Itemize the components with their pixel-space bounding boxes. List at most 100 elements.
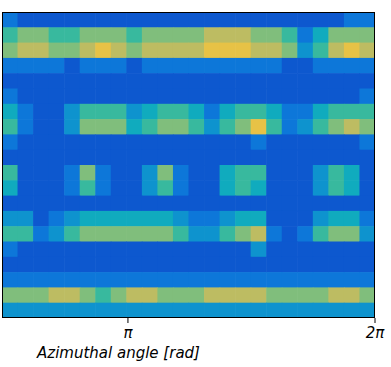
cell (313, 180, 329, 196)
cell (282, 211, 298, 227)
cell (64, 165, 80, 181)
cell (235, 211, 251, 227)
cell (235, 257, 251, 273)
cell (64, 272, 80, 288)
cell (111, 272, 127, 288)
cell (359, 119, 375, 135)
cell (157, 211, 173, 227)
cell (80, 73, 96, 89)
cell (282, 303, 298, 318)
cell (282, 242, 298, 258)
cell (220, 196, 236, 212)
cell (328, 119, 344, 135)
cell (80, 196, 96, 212)
cell (328, 43, 344, 59)
cell (111, 43, 127, 59)
cell (33, 180, 49, 196)
cell (18, 150, 34, 166)
cell (251, 226, 267, 242)
cell (251, 303, 267, 318)
cell (49, 27, 65, 43)
cell (126, 242, 142, 258)
cell (49, 73, 65, 89)
cell (142, 27, 158, 43)
cell (2, 104, 18, 120)
cell (49, 150, 65, 166)
cell (95, 180, 111, 196)
cell (251, 104, 267, 120)
cell (220, 89, 236, 105)
cell (344, 27, 360, 43)
cell (111, 287, 127, 303)
cell (297, 43, 313, 59)
cell (282, 58, 298, 74)
cell (282, 287, 298, 303)
cell (359, 150, 375, 166)
cell (220, 73, 236, 89)
cell (297, 165, 313, 181)
cell (95, 89, 111, 105)
cell (189, 43, 205, 59)
x-tick (127, 318, 128, 323)
cell (204, 180, 220, 196)
cell (142, 150, 158, 166)
cell (251, 43, 267, 59)
cell (189, 104, 205, 120)
cell (313, 43, 329, 59)
cell (2, 150, 18, 166)
cell (126, 119, 142, 135)
cell (220, 43, 236, 59)
cell (359, 180, 375, 196)
cell (126, 27, 142, 43)
cell (157, 196, 173, 212)
cell (64, 242, 80, 258)
cell (157, 165, 173, 181)
cell (266, 58, 282, 74)
cell (95, 27, 111, 43)
cell (251, 242, 267, 258)
cell (313, 303, 329, 318)
cell (235, 104, 251, 120)
cell (64, 104, 80, 120)
cell (282, 180, 298, 196)
cell (189, 196, 205, 212)
cell (142, 119, 158, 135)
cell (297, 211, 313, 227)
cell (33, 272, 49, 288)
cell (2, 211, 18, 227)
cell (111, 27, 127, 43)
cell (64, 303, 80, 318)
cell (2, 58, 18, 74)
cell (266, 73, 282, 89)
cell (2, 89, 18, 105)
cell (251, 196, 267, 212)
cell (235, 196, 251, 212)
cell (173, 119, 189, 135)
cell (266, 272, 282, 288)
cell (157, 89, 173, 105)
cell (80, 303, 96, 318)
cell (95, 73, 111, 89)
cell (157, 27, 173, 43)
cell (344, 303, 360, 318)
cell (344, 43, 360, 59)
cell (297, 89, 313, 105)
cell (173, 180, 189, 196)
cell (266, 119, 282, 135)
cell (95, 150, 111, 166)
cell (126, 150, 142, 166)
cell (2, 27, 18, 43)
cell (204, 43, 220, 59)
cell (49, 211, 65, 227)
cell (111, 165, 127, 181)
cell (251, 211, 267, 227)
x-tick (375, 318, 376, 323)
cell (49, 180, 65, 196)
cell (173, 134, 189, 150)
cell (95, 303, 111, 318)
cell (18, 180, 34, 196)
cell (251, 12, 267, 28)
cell (33, 150, 49, 166)
cell (313, 150, 329, 166)
cell (142, 134, 158, 150)
